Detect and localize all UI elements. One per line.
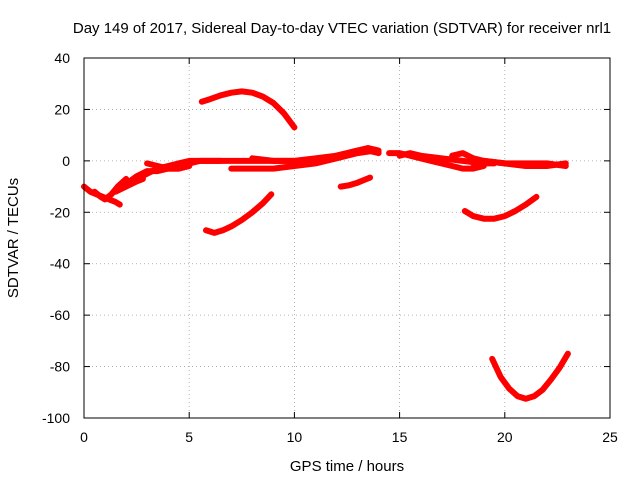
chart-title: Day 149 of 2017, Sidereal Day-to-day VTE… bbox=[73, 20, 611, 37]
y-tick-label: -100 bbox=[42, 410, 70, 426]
series-arc-small-mid bbox=[337, 174, 374, 190]
series-arc-main-right-4 bbox=[470, 157, 569, 169]
series-arc-top bbox=[198, 88, 298, 131]
data-series bbox=[81, 88, 571, 402]
series-arc-lower-left bbox=[203, 191, 275, 236]
y-tick-label: -80 bbox=[50, 359, 70, 375]
series-arc-main-7 bbox=[312, 145, 382, 164]
y-tick-label: -20 bbox=[50, 204, 70, 220]
x-tick-label: 10 bbox=[287, 429, 303, 445]
series-arc-main-early-b bbox=[91, 175, 130, 203]
x-tick-label: 0 bbox=[80, 429, 88, 445]
series-arc-bottom-right bbox=[489, 350, 571, 402]
x-tick-label: 15 bbox=[392, 429, 408, 445]
plot-frame bbox=[83, 57, 611, 419]
grid bbox=[84, 58, 610, 418]
y-tick-label: 0 bbox=[62, 153, 70, 169]
x-axis-label: GPS time / hours bbox=[290, 458, 404, 475]
x-tick-label: 25 bbox=[602, 429, 618, 445]
y-tick-label: -60 bbox=[50, 307, 70, 323]
y-axis-label: SDTVAR / TECUs bbox=[5, 178, 22, 298]
y-tick-label: 40 bbox=[54, 50, 70, 66]
axis-ticks: 0 5 10 15 20 25 -100 -80 -60 -40 -20 0 20 40 bbox=[42, 50, 618, 445]
series-arc-main-3 bbox=[144, 160, 193, 172]
series-arc-lower-right bbox=[461, 193, 540, 222]
y-tick-label: -40 bbox=[50, 256, 70, 272]
y-tick-label: 20 bbox=[54, 101, 70, 117]
x-tick-label: 20 bbox=[497, 429, 513, 445]
x-tick-label: 5 bbox=[185, 429, 193, 445]
